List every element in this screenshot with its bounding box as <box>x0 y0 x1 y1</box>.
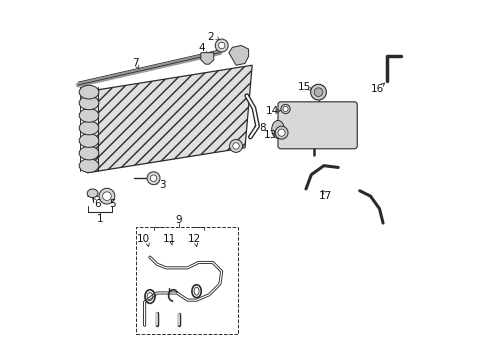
Text: 2: 2 <box>208 32 214 41</box>
Polygon shape <box>201 53 214 64</box>
FancyBboxPatch shape <box>278 102 357 149</box>
Circle shape <box>215 39 228 52</box>
Ellipse shape <box>79 159 99 172</box>
Circle shape <box>233 143 239 149</box>
Ellipse shape <box>79 146 99 160</box>
Text: 3: 3 <box>159 180 166 190</box>
Text: 9: 9 <box>175 215 182 225</box>
Text: 8: 8 <box>259 123 266 133</box>
Text: 1: 1 <box>97 215 104 224</box>
Circle shape <box>150 175 157 181</box>
Ellipse shape <box>79 85 99 99</box>
Text: 15: 15 <box>298 82 311 92</box>
Text: 13: 13 <box>264 130 277 140</box>
Circle shape <box>102 192 111 201</box>
Text: 6: 6 <box>95 199 101 210</box>
Ellipse shape <box>79 109 99 122</box>
Text: 11: 11 <box>163 234 176 244</box>
Ellipse shape <box>272 121 284 138</box>
Text: 7: 7 <box>132 58 139 68</box>
Text: 14: 14 <box>266 106 279 116</box>
Ellipse shape <box>87 189 98 198</box>
Ellipse shape <box>79 96 99 110</box>
Circle shape <box>219 42 225 49</box>
Ellipse shape <box>79 134 99 147</box>
Circle shape <box>275 126 288 139</box>
Text: 10: 10 <box>137 234 150 244</box>
Circle shape <box>147 172 160 185</box>
Ellipse shape <box>79 121 99 135</box>
Circle shape <box>278 129 285 136</box>
Text: 4: 4 <box>198 43 205 53</box>
Polygon shape <box>87 65 252 173</box>
Bar <box>136 226 238 334</box>
Circle shape <box>283 107 288 112</box>
Text: 12: 12 <box>188 234 201 244</box>
Text: 5: 5 <box>109 199 116 210</box>
Circle shape <box>314 88 323 96</box>
Polygon shape <box>229 45 248 65</box>
Circle shape <box>281 104 290 114</box>
Circle shape <box>99 188 115 204</box>
Circle shape <box>230 139 243 152</box>
Circle shape <box>311 84 326 100</box>
Text: 17: 17 <box>319 191 332 201</box>
Text: 16: 16 <box>371 84 384 94</box>
